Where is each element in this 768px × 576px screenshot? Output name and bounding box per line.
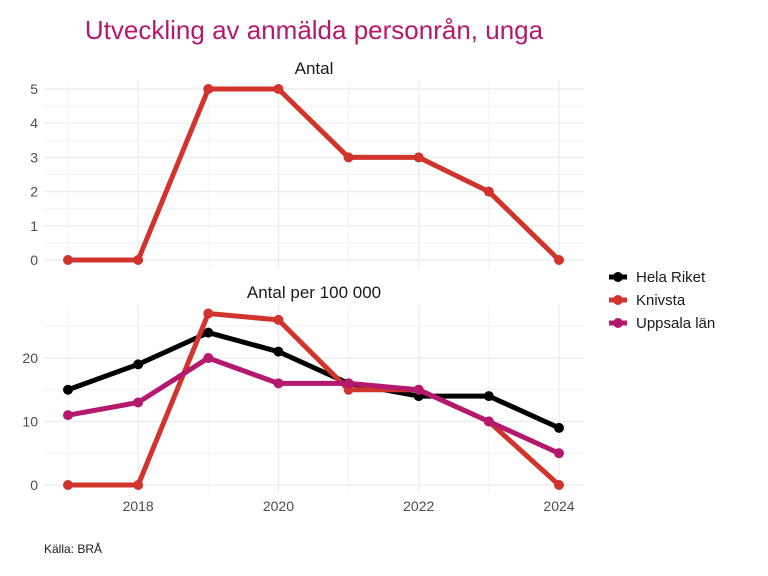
panels: Antal 0 1 2 3 4 5 Antal per 100 000 0 10 20 2018 202… [22, 59, 584, 514]
data-point [63, 384, 73, 395]
series-line [65, 355, 562, 456]
x-tick-label: 2020 [263, 498, 294, 514]
y-tick-label: 4 [30, 115, 38, 131]
y-tick-label: 1 [30, 218, 38, 234]
legend-item: Hela Riket [609, 269, 706, 286]
legend-item: Uppsala län [609, 315, 715, 332]
data-point [63, 480, 73, 490]
series-uppsala-län [63, 353, 564, 459]
data-point [554, 422, 564, 433]
data-point [554, 448, 564, 459]
series-knivsta [63, 84, 564, 265]
data-point [554, 480, 564, 490]
y-tick-label: 20 [22, 350, 38, 366]
legend-key-point [613, 295, 623, 305]
data-point [413, 384, 424, 395]
legend-key-point [613, 318, 623, 328]
data-point [483, 416, 494, 427]
x-tick-label: 2018 [123, 498, 154, 514]
data-point [133, 397, 144, 408]
data-point [483, 186, 494, 197]
legend-item: Knivsta [609, 292, 686, 309]
data-point [273, 346, 284, 357]
legend-key-point [613, 272, 623, 282]
series-line [65, 86, 562, 263]
data-point [554, 255, 564, 265]
caption: Källa: BRÅ [44, 541, 102, 556]
data-point [203, 353, 214, 363]
data-point [483, 391, 494, 402]
y-tick-label: 2 [30, 184, 38, 200]
data-point [133, 359, 144, 370]
y-tick-label: 0 [30, 477, 38, 493]
data-point [133, 255, 144, 265]
panel-0: Antal 0 1 2 3 4 5 [30, 59, 584, 268]
data-point [203, 308, 214, 319]
series-line [65, 330, 562, 431]
y-tick-label: 5 [30, 81, 38, 97]
x-tick-label: 2024 [543, 498, 574, 514]
data-point [203, 327, 214, 338]
data-point [273, 84, 284, 94]
panel-1: Antal per 100 000 0 10 20 2018 2020 2022 2024 [22, 283, 584, 514]
y-tick-label: 3 [30, 149, 38, 165]
legend: Hela Riket Knivsta Uppsala län [609, 269, 715, 332]
data-point [273, 314, 284, 325]
data-point [203, 84, 214, 94]
chart-title: Utveckling av anmälda personrån, unga [85, 15, 544, 45]
panel-title: Antal [295, 59, 334, 78]
data-point [413, 152, 424, 163]
data-point [343, 378, 354, 389]
legend-label: Hela Riket [636, 269, 706, 286]
legend-label: Uppsala län [636, 315, 715, 332]
panel-title: Antal per 100 000 [247, 283, 381, 302]
legend-label: Knivsta [636, 292, 686, 309]
data-point [63, 410, 73, 421]
x-tick-label: 2022 [403, 498, 434, 514]
data-point [343, 152, 354, 163]
data-point [133, 480, 144, 490]
y-tick-label: 10 [22, 414, 38, 430]
data-point [273, 378, 284, 389]
data-point [63, 255, 73, 265]
y-tick-label: 0 [30, 252, 38, 268]
